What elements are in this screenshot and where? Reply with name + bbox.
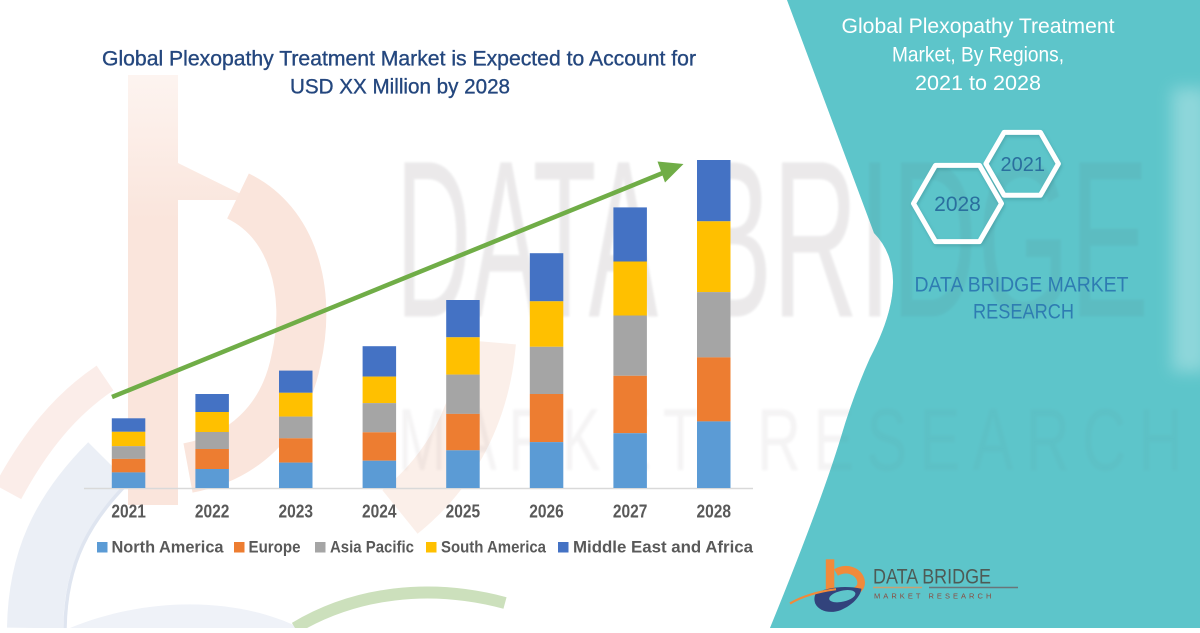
svg-text:2025: 2025: [446, 501, 481, 522]
svg-text:MARKET RESEARCH: MARKET RESEARCH: [874, 592, 995, 601]
svg-text:Market, By Regions,: Market, By Regions,: [892, 43, 1064, 67]
svg-text:DATA BRIDGE: DATA BRIDGE: [873, 564, 991, 588]
svg-text:2022: 2022: [195, 501, 230, 522]
svg-text:2026: 2026: [529, 501, 564, 522]
svg-text:2023: 2023: [279, 501, 314, 522]
svg-text:Middle East and Africa: Middle East and Africa: [573, 538, 754, 557]
svg-text:2024: 2024: [362, 501, 397, 522]
svg-text:2027: 2027: [613, 501, 648, 522]
svg-text:RESEARCH: RESEARCH: [757, 390, 1195, 489]
svg-text:DATA BRIDGE MARKET: DATA BRIDGE MARKET: [915, 274, 1129, 297]
svg-text:RESEARCH: RESEARCH: [973, 300, 1074, 323]
svg-text:2021: 2021: [111, 501, 146, 522]
svg-text:Global Plexopathy Treatment: Global Plexopathy Treatment: [842, 14, 1115, 38]
svg-text:2021 to 2028: 2021 to 2028: [915, 71, 1041, 95]
svg-text:USD XX Million by 2028: USD XX Million by 2028: [290, 74, 510, 98]
svg-text:2021: 2021: [1001, 154, 1046, 176]
svg-text:Asia Pacific: Asia Pacific: [330, 538, 414, 557]
svg-text:Global Plexopathy Treatment Ma: Global Plexopathy Treatment Market is Ex…: [102, 47, 696, 71]
svg-text:South America: South America: [441, 538, 546, 557]
svg-text:BRIDGE: BRIDGE: [693, 115, 1149, 365]
svg-text:2028: 2028: [696, 501, 731, 522]
svg-text:Europe: Europe: [249, 538, 301, 557]
svg-text:2028: 2028: [934, 193, 981, 216]
svg-text:North America: North America: [112, 538, 225, 557]
